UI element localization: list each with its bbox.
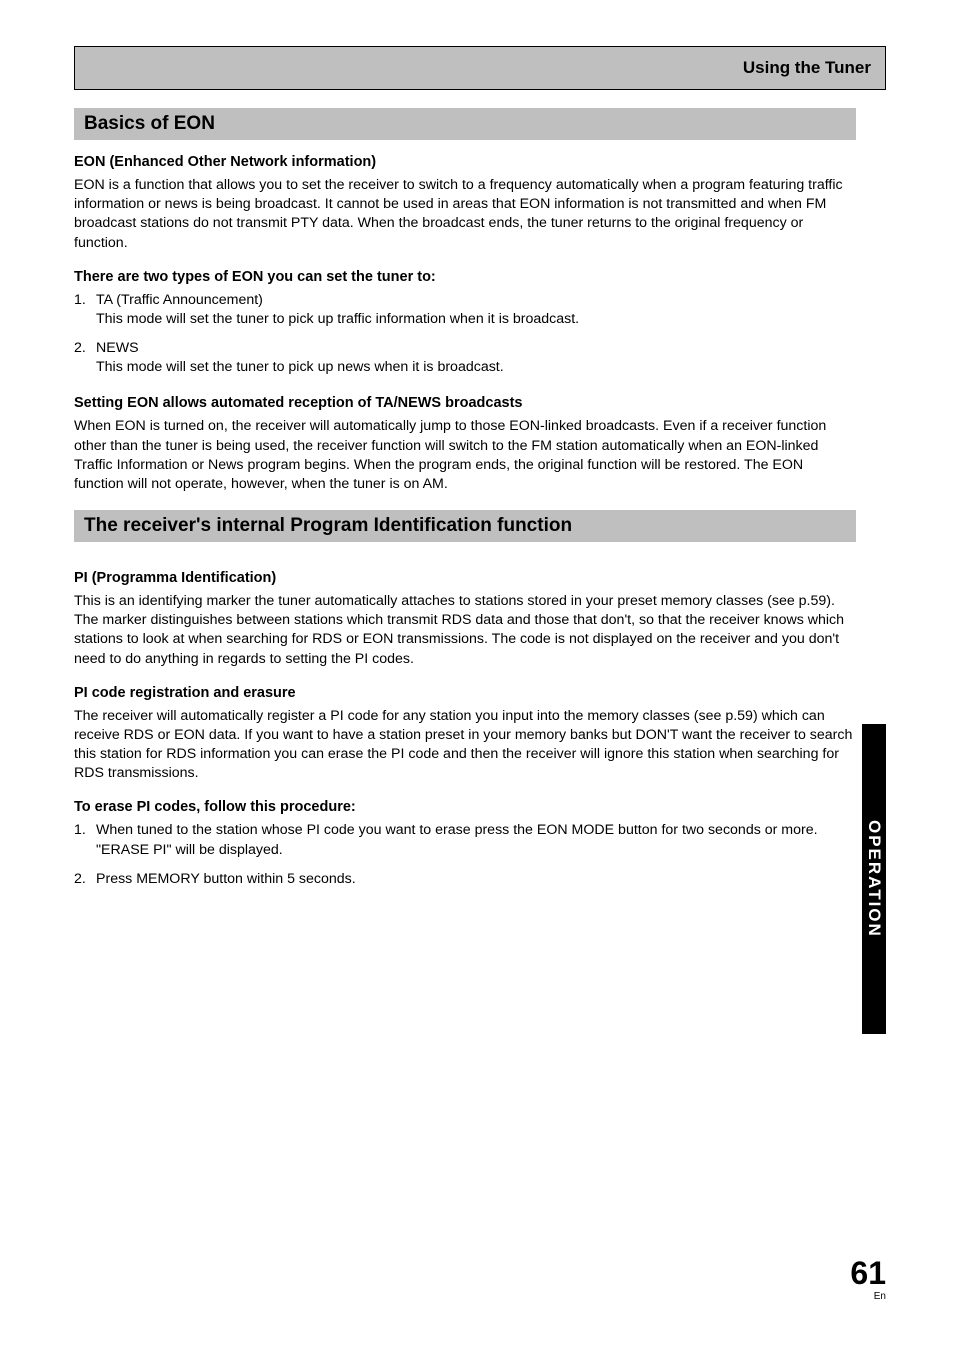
subhead-pi-reg: PI code registration and erasure — [74, 685, 856, 701]
eon-types-list: 1. TA (Traffic Announcement) This mode w… — [74, 291, 856, 378]
page-language: En — [850, 1291, 886, 1302]
content-area: Basics of EON EON (Enhanced Other Networ… — [74, 108, 886, 889]
subhead-pi-def: PI (Programma Identification) — [74, 570, 856, 586]
list-body: TA (Traffic Announcement) This mode will… — [96, 291, 856, 329]
list-item: 2. Press MEMORY button within 5 seconds. — [74, 870, 856, 889]
list-number: 1. — [74, 291, 96, 329]
page-number-block: 61 En — [850, 1257, 886, 1302]
list-item-desc: This mode will set the tuner to pick up … — [96, 358, 856, 377]
pi-erase-steps: 1. When tuned to the station whose PI co… — [74, 821, 856, 889]
subhead-eon-types: There are two types of EON you can set t… — [74, 269, 856, 285]
list-item: 1. TA (Traffic Announcement) This mode w… — [74, 291, 856, 329]
list-number: 2. — [74, 870, 96, 889]
subhead-eon-def: EON (Enhanced Other Network information) — [74, 154, 856, 170]
list-item-title: When tuned to the station whose PI code … — [96, 821, 856, 840]
spacer — [74, 556, 856, 570]
list-item-desc: "ERASE PI" will be displayed. — [96, 841, 856, 860]
page: Using the Tuner Basics of EON EON (Enhan… — [0, 0, 954, 1348]
side-tab: OPERATION — [862, 724, 886, 1034]
paragraph: The receiver will automatically register… — [74, 707, 856, 784]
paragraph: When EON is turned on, the receiver will… — [74, 417, 856, 494]
subhead-eon-auto: Setting EON allows automated reception o… — [74, 395, 856, 411]
list-item-title: NEWS — [96, 339, 856, 358]
list-item-title: Press MEMORY button within 5 seconds. — [96, 870, 856, 889]
list-item: 1. When tuned to the station whose PI co… — [74, 821, 856, 859]
list-item-title: TA (Traffic Announcement) — [96, 291, 856, 310]
subhead-pi-erase: To erase PI codes, follow this procedure… — [74, 799, 856, 815]
paragraph: EON is a function that allows you to set… — [74, 176, 856, 253]
page-number: 61 — [850, 1257, 886, 1289]
side-tab-label: OPERATION — [864, 820, 884, 938]
list-body: Press MEMORY button within 5 seconds. — [96, 870, 856, 889]
chapter-title: Using the Tuner — [743, 58, 871, 78]
chapter-header-bar: Using the Tuner — [74, 46, 886, 90]
list-item: 2. NEWS This mode will set the tuner to … — [74, 339, 856, 377]
paragraph: This is an identifying marker the tuner … — [74, 592, 856, 669]
section-header-pi: The receiver's internal Program Identifi… — [74, 510, 856, 542]
list-body: When tuned to the station whose PI code … — [96, 821, 856, 859]
list-number: 1. — [74, 821, 96, 859]
list-item-desc: This mode will set the tuner to pick up … — [96, 310, 856, 329]
list-number: 2. — [74, 339, 96, 377]
section-header-eon: Basics of EON — [74, 108, 856, 140]
list-body: NEWS This mode will set the tuner to pic… — [96, 339, 856, 377]
